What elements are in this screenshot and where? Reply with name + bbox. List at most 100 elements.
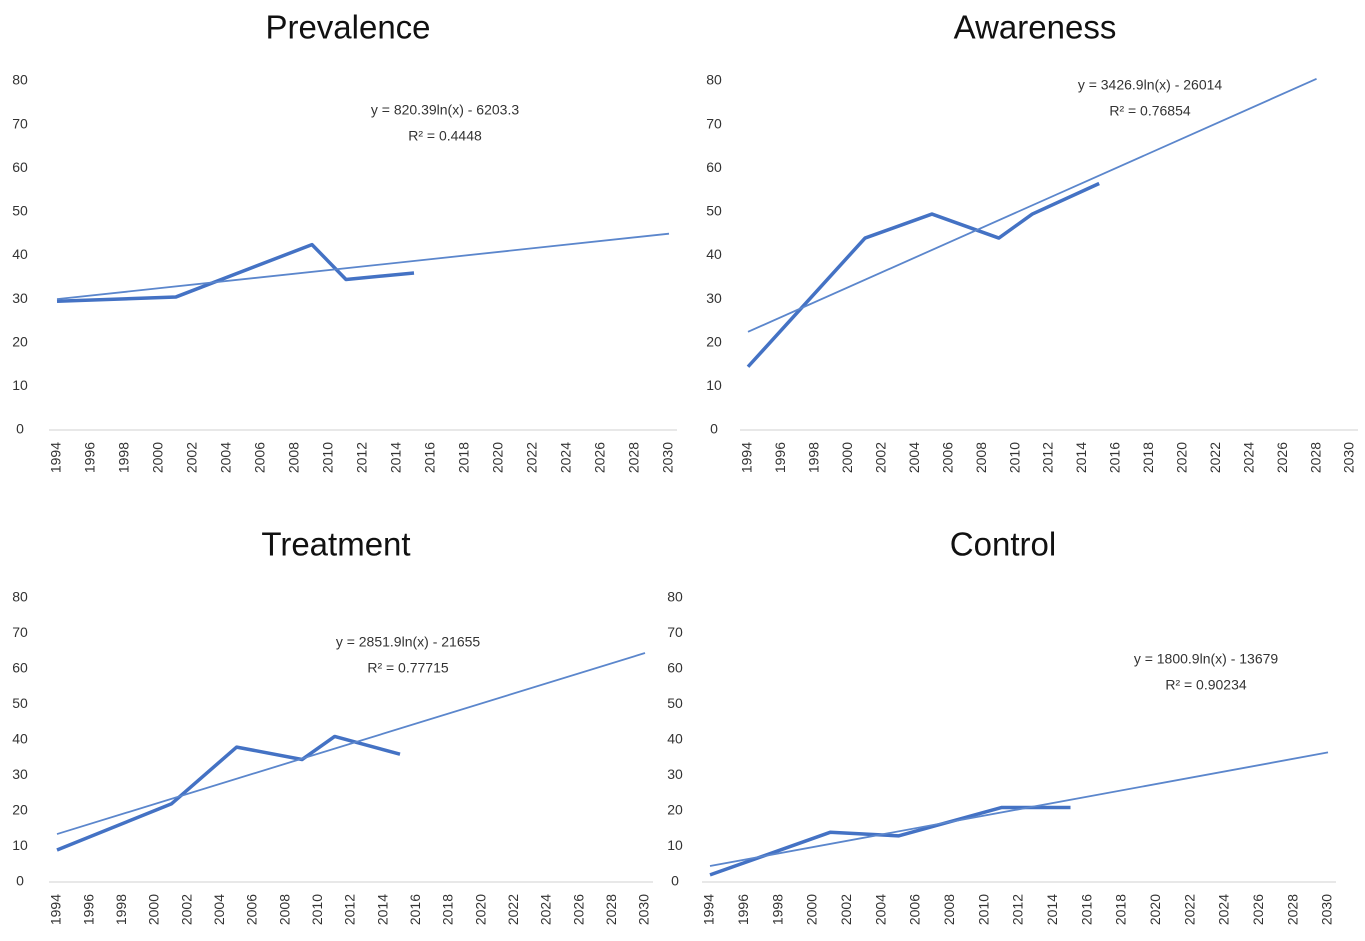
y-tick-label: 10 [12,837,28,853]
y-tick-label: 50 [12,203,28,219]
x-tick-label: 2014 [374,894,390,925]
x-tick-label: 2008 [286,442,302,473]
x-tick-label: 2002 [178,894,194,925]
x-tick-label: 2014 [1073,442,1089,473]
y-tick-label: 80 [12,589,28,605]
y-tick-label: 80 [12,72,28,88]
y-tick-label: 20 [12,802,28,818]
trend-annotation: R² = 0.77715 [367,660,449,676]
x-tick-label: 2010 [1006,442,1022,473]
x-tick-label: 1998 [806,442,822,473]
y-tick-label: 50 [667,695,683,711]
x-tick-label: 2030 [1341,442,1357,473]
trend-annotation: R² = 0.4448 [408,128,482,144]
x-tick-label: 2030 [1319,894,1335,925]
x-tick-label: 2026 [592,442,608,473]
x-tick-label: 2004 [218,442,234,473]
x-tick-label: 1994 [48,894,64,925]
y-tick-label: 70 [706,115,722,131]
x-tick-label: 2006 [252,442,268,473]
y-tick-label: 30 [12,766,28,782]
x-tick-label: 1996 [80,894,96,925]
x-tick-label: 2000 [146,894,162,925]
x-tick-label: 2022 [1207,442,1223,473]
x-tick-label: 2006 [907,894,923,925]
y-tick-label: 60 [12,660,28,676]
x-tick-label: 2020 [472,894,488,925]
x-tick-label: 2024 [1240,442,1256,473]
x-tick-label: 2018 [1140,442,1156,473]
x-tick-label: 2018 [440,894,456,925]
x-tick-label: 1994 [739,442,755,473]
x-tick-label: 2004 [872,894,888,925]
chart-title: Prevalence [265,9,430,46]
chart-title: Awareness [954,9,1117,46]
x-tick-label: 1996 [772,442,788,473]
x-tick-label: 2020 [490,442,506,473]
x-tick-label: 2028 [1284,894,1300,925]
y-tick-label: 30 [12,290,28,306]
x-tick-label: 2008 [941,894,957,925]
y-tick-label: 50 [12,695,28,711]
x-tick-label: 2004 [211,894,227,925]
x-tick-label: 2018 [1113,894,1129,925]
y-tick-label: 60 [12,159,28,175]
y-tick-label: 30 [667,766,683,782]
y-tick-label: 40 [667,731,683,747]
y-tick-label: 80 [667,589,683,605]
x-tick-label: 2012 [1010,894,1026,925]
x-tick-label: 1998 [116,442,132,473]
x-tick-label: 2010 [320,442,336,473]
y-tick-label: 40 [12,731,28,747]
y-tick-label: 60 [667,660,683,676]
y-tick-label: 70 [12,624,28,640]
series-line [747,77,1317,333]
x-tick-label: 2010 [309,894,325,925]
x-tick-label: 1996 [82,442,98,473]
chart-title: Treatment [261,526,410,563]
series-line [709,805,1071,877]
x-tick-label: 2028 [603,894,619,925]
x-tick-label: 2014 [388,442,404,473]
x-tick-label: 1998 [113,894,129,925]
trend-annotation: y = 1800.9ln(x) - 13679 [1134,651,1279,667]
series-line [56,232,670,301]
x-tick-label: 2002 [838,894,854,925]
x-tick-label: 2020 [1147,894,1163,925]
trend-annotation: R² = 0.76854 [1109,103,1191,119]
y-tick-label: 0 [16,421,24,437]
y-tick-label: 40 [706,246,722,262]
x-tick-label: 1994 [701,894,717,925]
x-tick-label: 2008 [973,442,989,473]
x-tick-label: 2006 [939,442,955,473]
y-tick-label: 0 [710,421,718,437]
x-tick-label: 2002 [872,442,888,473]
x-tick-label: 2026 [570,894,586,925]
series-line [709,751,1329,867]
x-tick-label: 2022 [505,894,521,925]
y-tick-label: 20 [667,802,683,818]
x-tick-label: 2006 [244,894,260,925]
series-line [56,242,415,304]
x-tick-label: 2000 [839,442,855,473]
x-tick-label: 2024 [538,894,554,925]
y-tick-label: 10 [667,837,683,853]
y-tick-label: 10 [12,377,28,393]
y-tick-label: 20 [706,333,722,349]
x-tick-label: 1994 [48,442,64,473]
y-tick-label: 0 [671,873,679,889]
series-line [746,181,1100,368]
x-tick-label: 2016 [407,894,423,925]
x-tick-label: 2010 [975,894,991,925]
y-tick-label: 80 [706,72,722,88]
chart-title: Control [950,526,1056,563]
y-tick-label: 70 [667,624,683,640]
y-tick-label: 20 [12,333,28,349]
trend-annotation: y = 3426.9ln(x) - 26014 [1078,77,1223,93]
x-tick-label: 2022 [1181,894,1197,925]
x-tick-label: 2012 [354,442,370,473]
